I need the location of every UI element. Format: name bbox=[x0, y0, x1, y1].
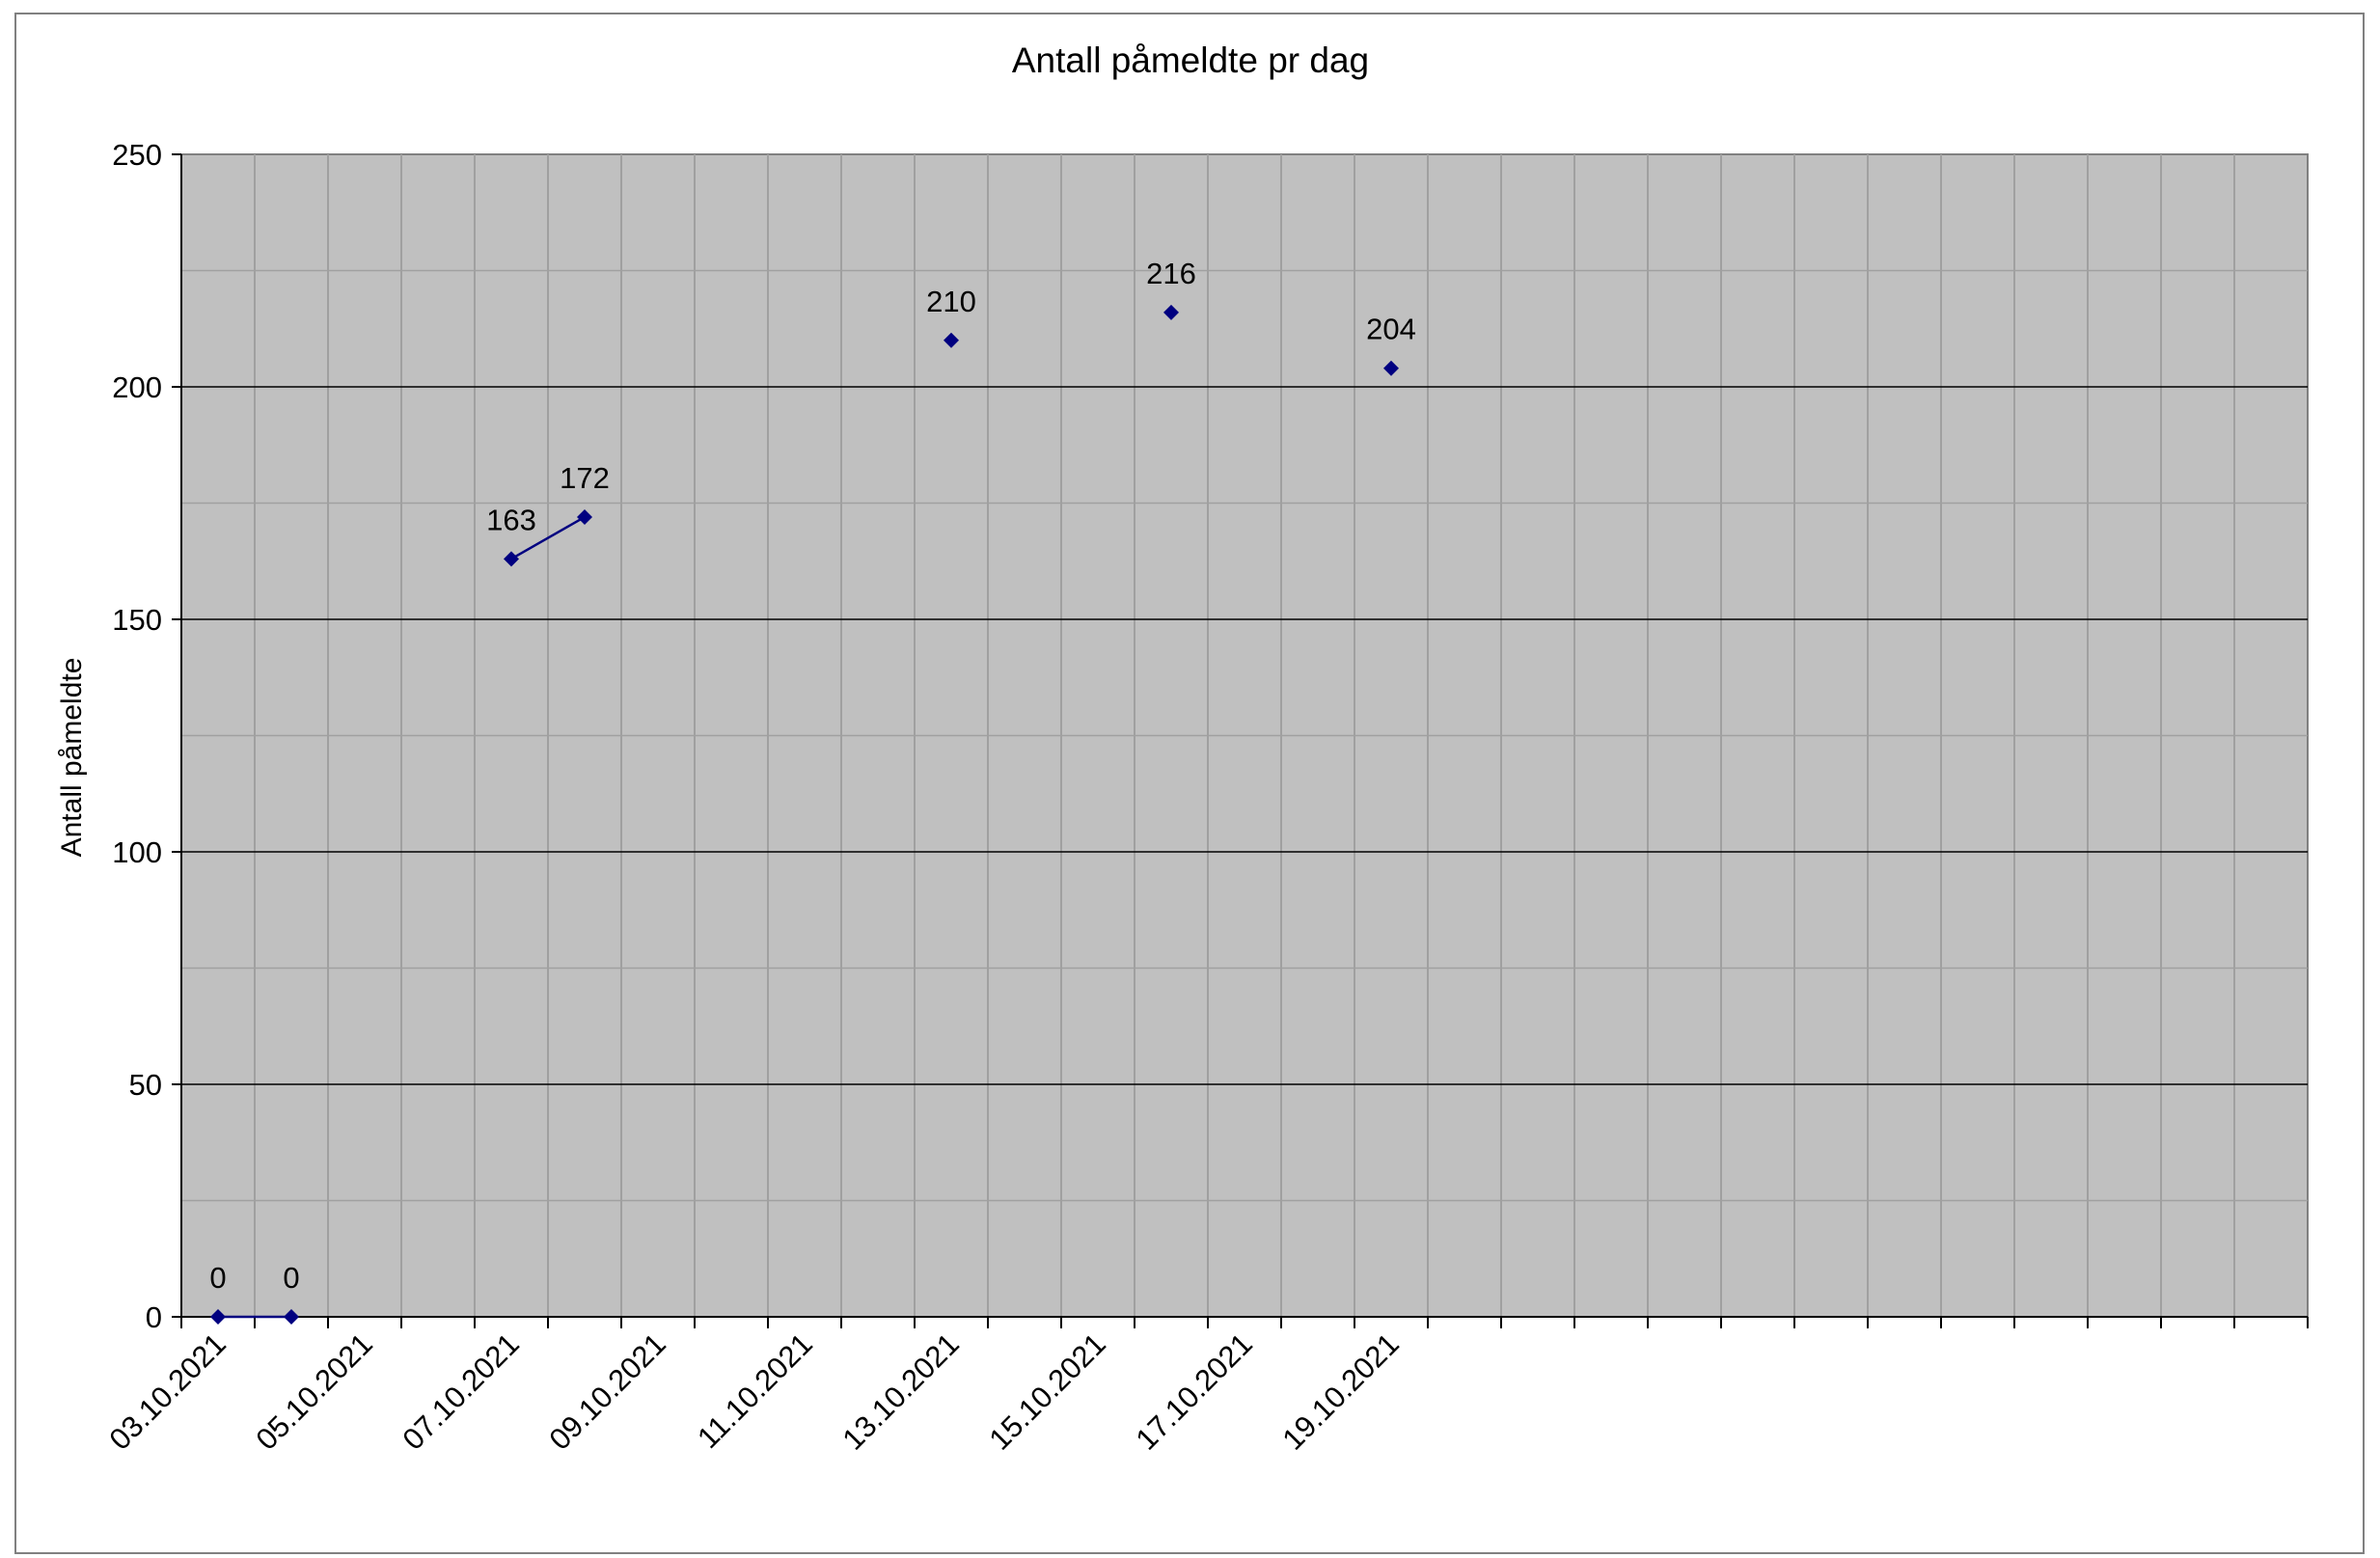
y-axis-label: Antall påmeldte bbox=[56, 658, 88, 858]
data-point-marker bbox=[577, 508, 592, 525]
data-point-marker bbox=[210, 1309, 226, 1325]
data-label: 172 bbox=[560, 461, 610, 495]
data-label: 163 bbox=[486, 503, 536, 536]
data-point-marker bbox=[944, 332, 959, 348]
y-tick-label: 150 bbox=[112, 603, 162, 637]
y-tick-label: 200 bbox=[112, 370, 162, 404]
data-point-marker bbox=[284, 1309, 299, 1325]
data-label: 210 bbox=[926, 285, 976, 318]
data-label: 0 bbox=[283, 1261, 299, 1295]
series-line-segment bbox=[510, 515, 586, 560]
y-tick-label: 100 bbox=[112, 835, 162, 869]
data-label: 204 bbox=[1366, 313, 1416, 346]
data-label: 216 bbox=[1146, 257, 1196, 290]
data-point-marker bbox=[1383, 360, 1399, 376]
y-tick-label: 0 bbox=[146, 1300, 162, 1334]
y-tick-label: 50 bbox=[129, 1068, 162, 1102]
y-tick-label: 250 bbox=[112, 138, 162, 172]
data-point-marker bbox=[504, 551, 519, 567]
data-point-marker bbox=[1163, 304, 1179, 320]
chart-title: Antall påmeldte pr dag bbox=[1012, 41, 1369, 80]
data-label: 0 bbox=[209, 1261, 226, 1295]
